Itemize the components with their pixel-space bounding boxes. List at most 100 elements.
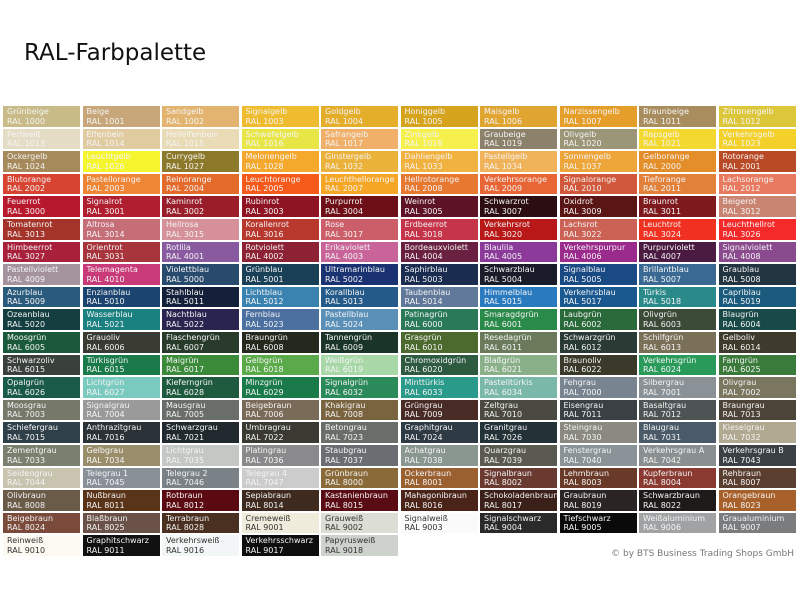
- color-swatch[interactable]: Currygelb RAL 1027: [162, 151, 239, 172]
- color-swatch[interactable]: Opalgrün RAL 6026: [3, 377, 80, 398]
- color-swatch[interactable]: Lehmbraun RAL 8003: [559, 467, 637, 489]
- color-swatch[interactable]: Korallenrot RAL 3016: [241, 219, 319, 240]
- color-swatch[interactable]: Ockerbraun RAL 8001: [400, 467, 478, 489]
- color-swatch[interactable]: Sepiabraun RAL 8014: [241, 490, 319, 511]
- color-swatch[interactable]: Verkehrspurpur RAL 4006: [559, 241, 637, 263]
- color-swatch[interactable]: Minzgrün RAL 6029: [241, 377, 319, 398]
- color-swatch[interactable]: Moosgrau RAL 7003: [3, 399, 80, 421]
- color-swatch[interactable]: Farngrün RAL 6025: [718, 354, 796, 376]
- color-swatch[interactable]: Signalbraun RAL 8002: [480, 467, 557, 489]
- color-swatch[interactable]: Erdbeerrot RAL 3018: [400, 219, 478, 240]
- color-swatch[interactable]: Papyrusweiß RAL 9018: [321, 535, 398, 556]
- color-swatch[interactable]: Schwarzblau RAL 5004: [480, 264, 557, 285]
- color-swatch[interactable]: Verkehrsgrau A RAL 7042: [639, 445, 716, 466]
- color-swatch[interactable]: Azurblau RAL 5009: [3, 286, 80, 308]
- color-swatch[interactable]: Capriblau RAL 5019: [718, 286, 796, 308]
- color-swatch[interactable]: Mausgrau RAL 7005: [162, 399, 239, 421]
- color-swatch[interactable]: Fernblau RAL 5023: [241, 309, 319, 330]
- color-swatch[interactable]: Signalorange RAL 2010: [559, 173, 637, 195]
- color-swatch[interactable]: Feuerrot RAL 3000: [3, 196, 80, 217]
- color-swatch[interactable]: Tomatenrot RAL 3013: [3, 219, 80, 240]
- color-swatch[interactable]: Moosgrün RAL 6005: [3, 332, 80, 353]
- color-swatch[interactable]: Anthrazitgrau RAL 7016: [82, 422, 160, 443]
- color-swatch[interactable]: Hellrosa RAL 3015: [162, 219, 239, 240]
- color-swatch[interactable]: Pastellviolett RAL 4009: [3, 264, 80, 285]
- color-swatch[interactable]: Kieferngrün RAL 6028: [162, 377, 239, 398]
- color-swatch[interactable]: Seidengrau RAL 7044: [3, 467, 80, 489]
- color-swatch[interactable]: Signalviolett RAL 4008: [718, 241, 796, 263]
- color-swatch[interactable]: Mahagonibraun RAL 8016: [400, 490, 478, 511]
- color-swatch[interactable]: Saphirblau RAL 5003: [400, 264, 478, 285]
- color-swatch[interactable]: Graubeige RAL 1019: [480, 128, 557, 150]
- color-swatch[interactable]: Zitronengelb RAL 1012: [718, 106, 796, 127]
- color-swatch[interactable]: Gelborange RAL 2000: [639, 151, 716, 172]
- color-swatch[interactable]: Leuchtorange RAL 2005: [241, 173, 319, 195]
- color-swatch[interactable]: Verkehrsschwarz RAL 9017: [241, 535, 319, 556]
- color-swatch[interactable]: Rehbraun RAL 8007: [718, 467, 796, 489]
- color-swatch[interactable]: Verkehrsgrün RAL 6024: [639, 354, 716, 376]
- color-swatch[interactable]: Telegrau 4 RAL 7047: [241, 467, 319, 489]
- color-swatch[interactable]: Violettblau RAL 5000: [162, 264, 239, 285]
- color-swatch[interactable]: Schwarzrot RAL 3007: [480, 196, 557, 217]
- color-swatch[interactable]: Smaragdgrün RAL 6001: [480, 309, 557, 330]
- color-swatch[interactable]: Schwarzgrün RAL 6012: [559, 332, 637, 353]
- color-swatch[interactable]: Leuchtrot RAL 3024: [639, 219, 716, 240]
- color-swatch[interactable]: Grauoliv RAL 6006: [82, 332, 160, 353]
- color-swatch[interactable]: Pastellorange RAL 2003: [82, 173, 160, 195]
- color-swatch[interactable]: Schokoladenbraun RAL 8017: [480, 490, 557, 511]
- color-swatch[interactable]: Verkehrsorange RAL 2009: [480, 173, 557, 195]
- color-swatch[interactable]: Weißaluminium RAL 9006: [639, 512, 716, 534]
- color-swatch[interactable]: Olivgelb RAL 1020: [559, 128, 637, 150]
- color-swatch[interactable]: Pastelltürkis RAL 6034: [480, 377, 557, 398]
- color-swatch[interactable]: Signalweiß RAL 9003: [400, 512, 478, 534]
- color-swatch[interactable]: Reinweiß RAL 9010: [3, 535, 80, 556]
- color-swatch[interactable]: Orientrot RAL 3031: [82, 241, 160, 263]
- color-swatch[interactable]: Blaugrün RAL 6004: [718, 309, 796, 330]
- color-swatch[interactable]: Zinkgelb RAL 1018: [400, 128, 478, 150]
- color-swatch[interactable]: Kupferbraun RAL 8004: [639, 467, 716, 489]
- color-swatch[interactable]: Zementgrau RAL 7033: [3, 445, 80, 466]
- color-swatch[interactable]: Telegrau 1 RAL 7045: [82, 467, 160, 489]
- color-swatch[interactable]: Signalrot RAL 3001: [82, 196, 160, 217]
- color-swatch[interactable]: Minttürkis RAL 6033: [400, 377, 478, 398]
- color-swatch[interactable]: Graphitschwarz RAL 9011: [82, 535, 160, 556]
- color-swatch[interactable]: Schwarzoliv RAL 6015: [3, 354, 80, 376]
- color-swatch[interactable]: Khakigrau RAL 7008: [321, 399, 398, 421]
- color-swatch[interactable]: Maigrün RAL 6017: [162, 354, 239, 376]
- color-swatch[interactable]: Kaminrot RAL 3002: [162, 196, 239, 217]
- color-swatch[interactable]: Olivgrün RAL 6003: [639, 309, 716, 330]
- color-swatch[interactable]: Leuchtgelb RAL 1026: [82, 151, 160, 172]
- color-swatch[interactable]: Rotlila RAL 4001: [162, 241, 239, 263]
- color-swatch[interactable]: Resedagrün RAL 6011: [480, 332, 557, 353]
- color-swatch[interactable]: Beigebraun RAL 7006: [241, 399, 319, 421]
- color-swatch[interactable]: Lachsrot RAL 3022: [559, 219, 637, 240]
- color-swatch[interactable]: Lichtgrün RAL 6027: [82, 377, 160, 398]
- color-swatch[interactable]: Leuchthellrot RAL 3026: [718, 219, 796, 240]
- color-swatch[interactable]: Bordeauxviolett RAL 4004: [400, 241, 478, 263]
- color-swatch[interactable]: Betongrau RAL 7023: [321, 422, 398, 443]
- color-swatch[interactable]: Tieforange RAL 2011: [639, 173, 716, 195]
- color-swatch[interactable]: Grünbraun RAL 8000: [321, 467, 398, 489]
- color-swatch[interactable]: Reinorange RAL 2004: [162, 173, 239, 195]
- color-swatch[interactable]: Braunrot RAL 3011: [639, 196, 716, 217]
- color-swatch[interactable]: Verkehrsrot RAL 3020: [480, 219, 557, 240]
- color-swatch[interactable]: Signalgelb RAL 1003: [241, 106, 319, 127]
- color-swatch[interactable]: Telemagenta RAL 4010: [82, 264, 160, 285]
- color-swatch[interactable]: Umbragrau RAL 7022: [241, 422, 319, 443]
- color-swatch[interactable]: Beigebraun RAL 8024: [3, 512, 80, 534]
- color-swatch[interactable]: Terrabraun RAL 8028: [162, 512, 239, 534]
- color-swatch[interactable]: Ultramarinblau RAL 5002: [321, 264, 398, 285]
- color-swatch[interactable]: Nußbraun RAL 8011: [82, 490, 160, 511]
- color-swatch[interactable]: Purpurviolett RAL 4007: [639, 241, 716, 263]
- color-swatch[interactable]: Braunoliv RAL 6022: [559, 354, 637, 376]
- color-swatch[interactable]: Blutorange RAL 2002: [3, 173, 80, 195]
- color-swatch[interactable]: Beigerot RAL 3012: [718, 196, 796, 217]
- color-swatch[interactable]: Perlweiß RAL 1013: [3, 128, 80, 150]
- color-swatch[interactable]: Rubinrot RAL 3003: [241, 196, 319, 217]
- color-swatch[interactable]: Ozeanblau RAL 5020: [3, 309, 80, 330]
- color-swatch[interactable]: Staubgrau RAL 7037: [321, 445, 398, 466]
- color-swatch[interactable]: Erikaviolett RAL 4003: [321, 241, 398, 263]
- color-swatch[interactable]: Zeltgrau RAL 7010: [480, 399, 557, 421]
- color-swatch[interactable]: Signalgrün RAL 6032: [321, 377, 398, 398]
- color-swatch[interactable]: Ginstergelb RAL 1032: [321, 151, 398, 172]
